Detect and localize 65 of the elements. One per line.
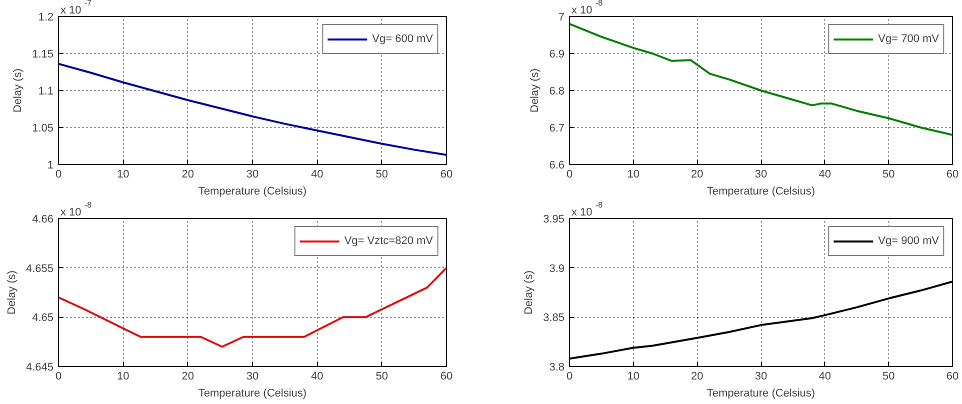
x-axis-title: Temperature (Celsius)	[198, 388, 307, 400]
annotation: x 10-8	[572, 0, 604, 16]
legend-label: Vg= Vztc=820 mV	[344, 235, 433, 247]
line-series	[570, 22, 952, 136]
annotation: x 10-8	[572, 200, 604, 218]
y-tick-label: 4.645	[26, 362, 54, 374]
legend-label: Vg= 700 mV	[878, 33, 939, 45]
x-tick-label: 10	[117, 168, 130, 180]
line-series	[58, 266, 446, 348]
x-tick-label: 50	[882, 370, 895, 382]
x-axis-title: Temperature (Celsius)	[198, 186, 307, 198]
y-tick-label: 4.66	[32, 214, 54, 226]
x-tick-label: 0	[566, 168, 573, 180]
x-tick-label: 0	[566, 370, 573, 382]
x-tick-label: 50	[882, 168, 895, 180]
y-tick-label: 6.7	[549, 122, 565, 134]
y-axis-title: Delay (s)	[523, 270, 536, 315]
x-tick-label: 30	[246, 370, 259, 382]
text: x 10-7	[60, 0, 92, 16]
y-tick-label: 7	[558, 12, 565, 24]
y-tick-label: 1.2	[38, 12, 54, 24]
y-tick-label: 3.85	[543, 312, 565, 324]
x-axis-title: Temperature (Celsius)	[706, 388, 816, 400]
x-tick-label: 60	[440, 370, 453, 382]
x-tick-label: 20	[691, 370, 704, 382]
y-tick-label: 4.65	[32, 312, 54, 324]
x-tick-label: 60	[440, 168, 453, 180]
x-tick-label: 10	[117, 370, 130, 382]
y-axis-title: Delay (s)	[529, 68, 542, 113]
x-tick-label: 40	[311, 370, 324, 382]
x-tick-label: 20	[182, 168, 194, 180]
annotation: x 10-8	[60, 200, 92, 218]
x-tick-label: 40	[818, 168, 831, 180]
y-tick-label: 1.15	[32, 48, 54, 60]
x-tick-label: 50	[376, 370, 388, 382]
y-tick-label: 1.1	[38, 86, 54, 98]
x-tick-label: 10	[627, 370, 640, 382]
y-tick-label: 6.9	[549, 48, 565, 60]
x-tick-label: 50	[376, 168, 388, 180]
x-tick-label: 20	[182, 370, 194, 382]
y-tick-label: 4.655	[26, 262, 54, 275]
x-tick-label: 30	[246, 168, 259, 180]
y-tick-label: 1	[47, 160, 54, 172]
x-tick-label: 60	[946, 168, 959, 180]
x-axis-title: Temperature (Celsius)	[706, 186, 816, 198]
y-tick-label: 3.8	[549, 362, 565, 374]
legend-label: Vg= 600 mV	[372, 33, 433, 45]
x-tick-label: 30	[754, 168, 768, 180]
y-tick-label: 3.95	[543, 214, 565, 226]
x-tick-label: 30	[754, 370, 768, 382]
x-tick-label: 10	[627, 168, 640, 180]
y-tick-label: 6.8	[549, 86, 565, 98]
line-series	[58, 62, 446, 156]
y-tick-label: 3.9	[549, 262, 565, 275]
y-axis-title: Delay (s)	[12, 68, 24, 113]
x-tick-label: 40	[818, 370, 831, 382]
legend-label: Vg= 900 mV	[878, 235, 939, 247]
x-tick-label: 60	[946, 370, 959, 382]
y-tick-label: 6.6	[549, 160, 565, 172]
y-axis-title: Delay (s)	[6, 270, 18, 315]
x-tick-label: 40	[311, 168, 324, 180]
x-tick-label: 0	[55, 370, 62, 382]
x-tick-label: 0	[55, 168, 62, 180]
x-tick-label: 20	[691, 168, 704, 180]
y-tick-label: 1.05	[32, 122, 54, 134]
